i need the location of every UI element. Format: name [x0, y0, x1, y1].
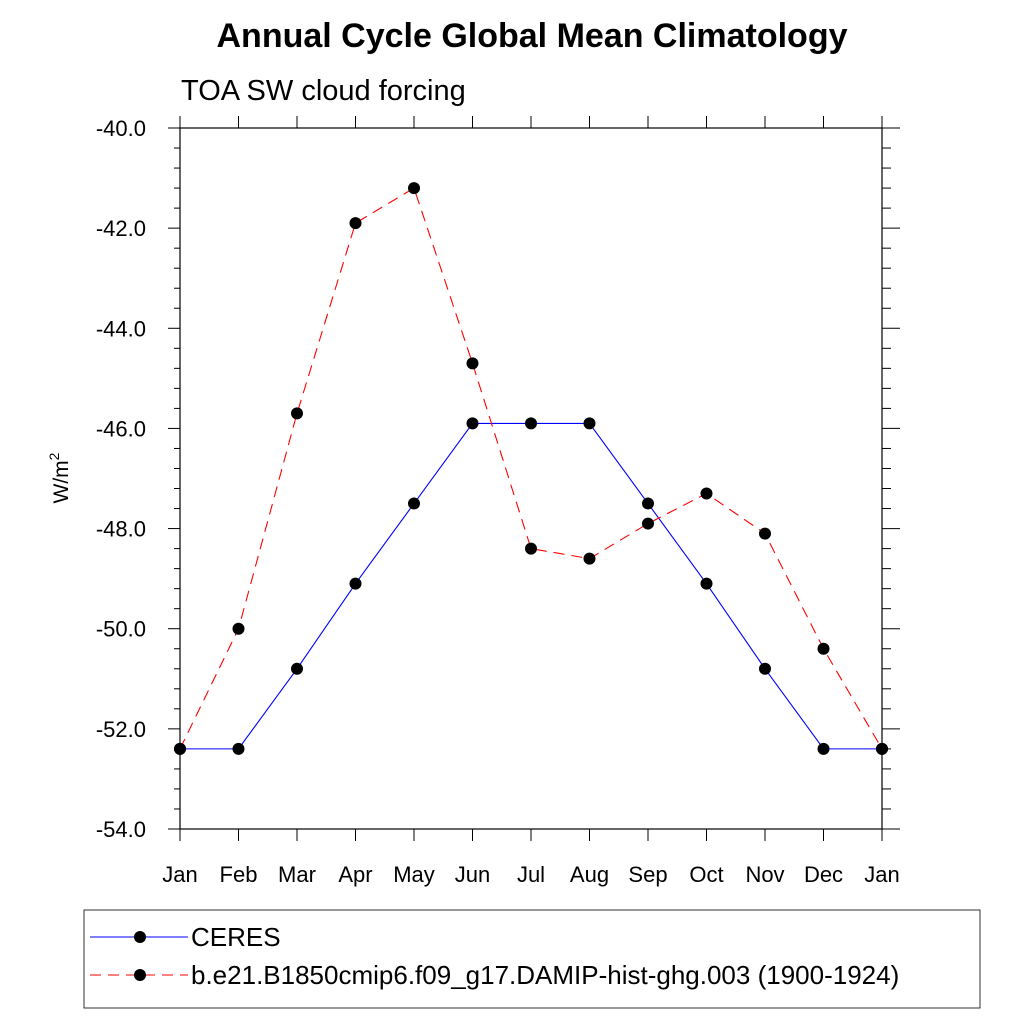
series-1-point	[232, 622, 245, 635]
legend: CERES b.e21.B1850cmip6.f09_g17.DAMIP-hist…	[90, 922, 899, 990]
y-tick-label: -52.0	[96, 717, 146, 742]
axis-ticks	[168, 116, 900, 841]
axis-tick-labels: Jan Feb Mar Apr May Jun Jul Aug Sep Oct Nov Dec Jan-…	[96, 116, 900, 887]
series-1-point	[466, 357, 479, 370]
series-1-point	[642, 517, 654, 530]
series-0-point	[349, 577, 362, 590]
series-1-point	[291, 407, 303, 420]
series-1-point	[583, 552, 596, 565]
chart-title: Annual Cycle Global Mean Climatology	[217, 17, 848, 55]
y-tick-label: -44.0	[96, 316, 146, 341]
x-tick-label: Nov	[745, 862, 784, 887]
legend-box	[83, 909, 981, 1009]
y-tick-label: -46.0	[96, 416, 146, 441]
y-axis-label: W/m2	[46, 452, 73, 503]
legend-marker-1	[134, 969, 146, 981]
series-0-point	[642, 497, 654, 510]
series-1-point	[408, 182, 420, 195]
series-0-point	[466, 417, 479, 430]
x-tick-label: Feb	[220, 862, 258, 887]
series-0-point	[700, 577, 713, 590]
series-1-point	[349, 217, 362, 230]
series-line-1	[179, 187, 883, 750]
x-tick-label: Aug	[570, 862, 609, 887]
y-tick-label: -54.0	[96, 817, 146, 842]
plot-frame	[179, 127, 883, 830]
y-tick-label: -48.0	[96, 517, 146, 542]
series-1-point	[174, 742, 186, 755]
x-tick-label: Jan	[864, 862, 899, 887]
series-0-point	[408, 497, 420, 510]
legend-marker-0	[134, 931, 146, 943]
series-1-point	[700, 487, 713, 500]
series-0-point	[232, 742, 245, 755]
y-axis-label-text: W/m	[50, 460, 73, 503]
series-0-point	[583, 417, 596, 430]
series-1-point	[817, 642, 830, 655]
series-1-point	[525, 542, 537, 555]
x-tick-label: Jun	[455, 862, 490, 887]
y-tick-label: -40.0	[96, 116, 146, 141]
series-1-point	[759, 527, 771, 540]
series-0-point	[291, 662, 303, 675]
x-tick-label: Mar	[278, 862, 316, 887]
x-tick-label: Oct	[689, 862, 723, 887]
y-tick-label: -42.0	[96, 216, 146, 241]
chart-subtitle: TOA SW cloud forcing	[181, 75, 466, 107]
x-tick-label: Apr	[338, 862, 372, 887]
series-layer	[174, 182, 888, 755]
series-1-point	[876, 742, 888, 755]
legend-label-0: CERES	[191, 922, 281, 952]
x-tick-label: Sep	[628, 862, 667, 887]
x-tick-label: May	[393, 862, 435, 887]
series-0-point	[525, 417, 537, 430]
legend-label-1: b.e21.B1850cmip6.f09_g17.DAMIP-hist-ghg.…	[191, 960, 899, 990]
series-0-point	[759, 662, 771, 675]
series-0-point	[817, 742, 830, 755]
y-tick-label: -50.0	[96, 617, 146, 642]
x-tick-label: Jan	[162, 862, 197, 887]
series-line-0	[180, 422, 882, 750]
x-tick-label: Dec	[804, 862, 843, 887]
x-tick-label: Jul	[517, 862, 545, 887]
y-axis-label-superscript: 2	[46, 452, 62, 460]
